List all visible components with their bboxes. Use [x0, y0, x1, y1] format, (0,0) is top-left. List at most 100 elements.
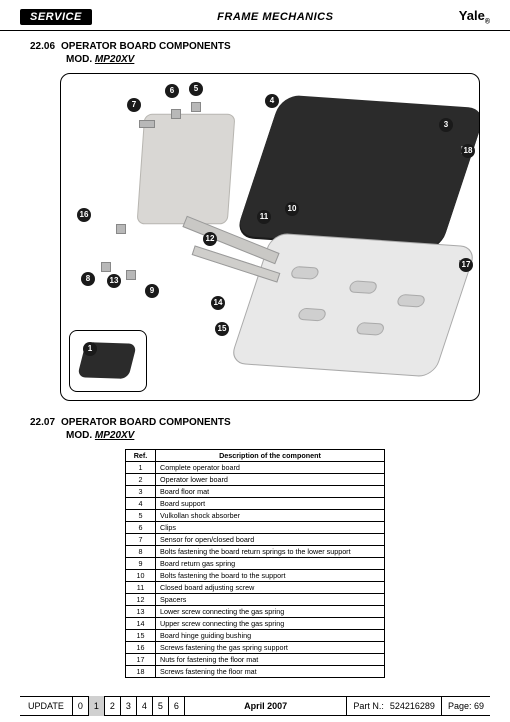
cell-ref: 2 — [126, 473, 156, 485]
cell-desc: Screws fastening the gas spring support — [156, 641, 385, 653]
cell-ref: 9 — [126, 557, 156, 569]
cell-desc: Board support — [156, 497, 385, 509]
table-row: 14Upper screw connecting the gas spring — [126, 617, 385, 629]
cell-desc: Lower screw connecting the gas spring — [156, 605, 385, 617]
cell-ref: 7 — [126, 533, 156, 545]
table-row: 13Lower screw connecting the gas spring — [126, 605, 385, 617]
section-number: 22.07 — [30, 417, 55, 428]
section-model: MOD. MP20XV — [30, 430, 480, 441]
cell-desc: Bolts fastening the board to the support — [156, 569, 385, 581]
table-row: 9Board return gas spring — [126, 557, 385, 569]
model-value: MP20XV — [95, 430, 134, 441]
exploded-diagram: 13456789101112131415161718 — [60, 73, 480, 401]
cell-ref: 10 — [126, 569, 156, 581]
table-row: 10Bolts fastening the board to the suppo… — [126, 569, 385, 581]
update-label: UPDATE — [20, 701, 72, 711]
brand-text: Yale — [459, 8, 485, 23]
cell-ref: 6 — [126, 521, 156, 533]
section-22-07: 22.07 OPERATOR BOARD COMPONENTS MOD. MP2… — [0, 407, 510, 443]
plate-slot — [290, 265, 321, 279]
callout-bubble: 6 — [165, 84, 179, 98]
callout-bubble: 17 — [459, 258, 473, 272]
cell-desc: Vulkollan shock absorber — [156, 509, 385, 521]
cell-desc: Closed board adjusting screw — [156, 581, 385, 593]
cell-desc: Upper screw connecting the gas spring — [156, 617, 385, 629]
table-row: 4Board support — [126, 497, 385, 509]
plate-slot — [355, 321, 386, 335]
update-cell: 0 — [72, 696, 88, 716]
section-model: MOD. MP20XV — [30, 54, 480, 65]
col-desc: Description of the component — [156, 449, 385, 461]
update-cell: 1 — [88, 696, 104, 716]
cell-desc: Operator lower board — [156, 473, 385, 485]
col-ref: Ref. — [126, 449, 156, 461]
callout-bubble: 13 — [107, 274, 121, 288]
cell-ref: 1 — [126, 461, 156, 473]
cell-ref: 15 — [126, 629, 156, 641]
page-header: SERVICE FRAME MECHANICS Yale® — [0, 0, 510, 31]
header-title: FRAME MECHANICS — [217, 11, 333, 23]
table-row: 12Spacers — [126, 593, 385, 605]
cell-desc: Sensor for open/closed board — [156, 533, 385, 545]
table-row: 5Vulkollan shock absorber — [126, 509, 385, 521]
table-row: 8Bolts fastening the board return spring… — [126, 545, 385, 557]
diagram-inset — [69, 330, 147, 392]
callout-bubble: 3 — [439, 118, 453, 132]
table-row: 15Board hinge guiding bushing — [126, 629, 385, 641]
part-bolt — [126, 270, 136, 280]
callout-bubble: 16 — [77, 208, 91, 222]
cell-ref: 14 — [126, 617, 156, 629]
model-label: MOD. — [66, 54, 92, 65]
table-row: 1Complete operator board — [126, 461, 385, 473]
brand-logo: Yale® — [459, 8, 490, 26]
brand-mark-icon: ® — [485, 19, 490, 26]
cell-ref: 18 — [126, 665, 156, 677]
cell-desc: Bolts fastening the board return springs… — [156, 545, 385, 557]
callout-bubble: 5 — [189, 82, 203, 96]
cell-ref: 12 — [126, 593, 156, 605]
cell-desc: Board hinge guiding bushing — [156, 629, 385, 641]
callout-bubble: 15 — [215, 322, 229, 336]
cell-desc: Board floor mat — [156, 485, 385, 497]
callout-bubble: 18 — [461, 144, 475, 158]
cell-ref: 8 — [126, 545, 156, 557]
cell-ref: 16 — [126, 641, 156, 653]
section-title: OPERATOR BOARD COMPONENTS — [61, 417, 231, 428]
cell-desc: Screws fastening the floor mat — [156, 665, 385, 677]
table-row: 6Clips — [126, 521, 385, 533]
page-footer: UPDATE 0123456 April 2007 Part N.: 52421… — [20, 696, 490, 716]
plate-slot — [396, 293, 427, 307]
plate-slot — [348, 280, 379, 294]
update-cell: 3 — [120, 696, 136, 716]
callout-bubble: 12 — [203, 232, 217, 246]
table-row: 16Screws fastening the gas spring suppor… — [126, 641, 385, 653]
table-row: 11Closed board adjusting screw — [126, 581, 385, 593]
callout-bubble: 10 — [285, 202, 299, 216]
plate-slot — [297, 307, 328, 321]
section-number: 22.06 — [30, 41, 55, 52]
table-row: 3Board floor mat — [126, 485, 385, 497]
cell-desc: Board return gas spring — [156, 557, 385, 569]
service-badge: SERVICE — [20, 9, 92, 25]
table-row: 7Sensor for open/closed board — [126, 533, 385, 545]
callout-bubble: 4 — [265, 94, 279, 108]
table-row: 17Nuts for fastening the floor mat — [126, 653, 385, 665]
part-clip — [171, 109, 181, 119]
update-cell: 5 — [152, 696, 168, 716]
table-row: 2Operator lower board — [126, 473, 385, 485]
model-value: MP20XV — [95, 54, 134, 65]
cell-ref: 17 — [126, 653, 156, 665]
section-22-06: 22.06 OPERATOR BOARD COMPONENTS MOD. MP2… — [0, 31, 510, 67]
callout-bubble: 7 — [127, 98, 141, 112]
section-title: OPERATOR BOARD COMPONENTS — [61, 41, 231, 52]
part-bolt — [101, 262, 111, 272]
cell-ref: 5 — [126, 509, 156, 521]
cell-ref: 13 — [126, 605, 156, 617]
callout-bubble: 11 — [257, 210, 271, 224]
part-sensor — [139, 120, 155, 128]
update-cell: 4 — [136, 696, 152, 716]
update-cell: 6 — [168, 696, 184, 716]
callout-bubble: 14 — [211, 296, 225, 310]
cell-ref: 4 — [126, 497, 156, 509]
callout-bubble: 1 — [83, 342, 97, 356]
